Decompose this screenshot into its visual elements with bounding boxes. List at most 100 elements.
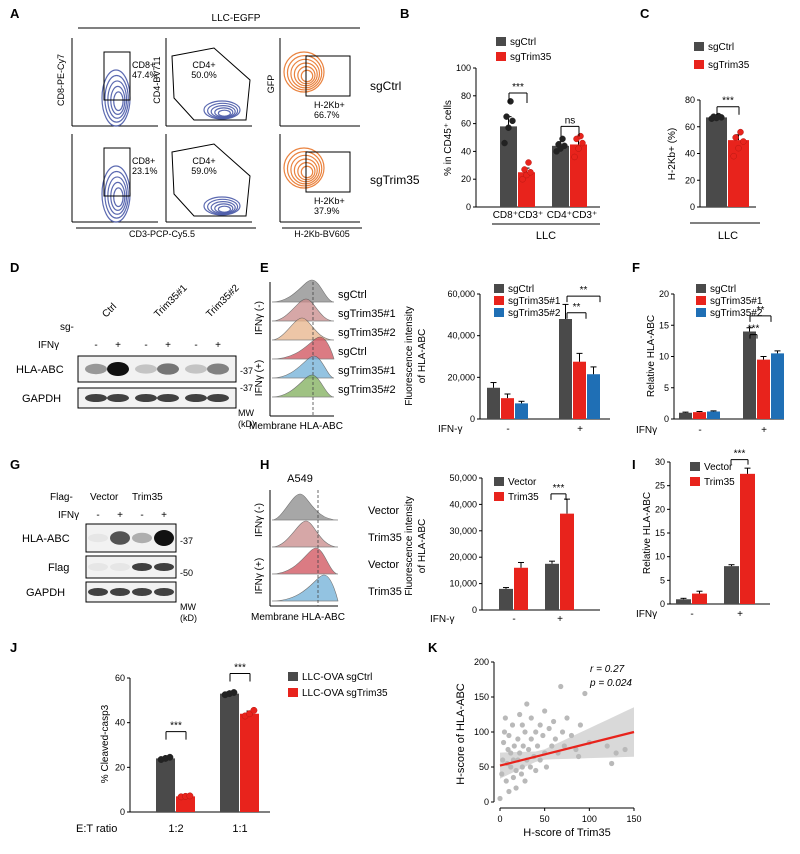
data-point <box>732 134 739 141</box>
contour <box>286 151 323 187</box>
panel-letter: B <box>400 6 409 21</box>
sg-label: sg- <box>60 322 74 333</box>
data-point <box>534 743 541 749</box>
bar <box>560 513 574 610</box>
band <box>135 394 157 402</box>
y-tick-label: 60 <box>461 119 471 129</box>
contour <box>207 198 239 215</box>
side-label: IFNγ (-) <box>254 301 265 335</box>
y-tick-label: 10 <box>655 552 665 562</box>
y-tick-label: 0 <box>484 797 489 807</box>
pm-label: + <box>165 340 171 351</box>
confidence-band <box>500 707 634 779</box>
x-tick-label: 1:1 <box>232 823 247 835</box>
legend-label: sgTrim35#2 <box>508 308 561 319</box>
bar <box>693 412 706 419</box>
x-tick-label: + <box>761 425 767 436</box>
data-point <box>508 750 514 756</box>
data-point <box>499 771 505 777</box>
data-point <box>558 683 564 690</box>
x-tick-label: - <box>506 424 509 435</box>
gate-polygon <box>171 143 251 217</box>
blot-frame <box>85 555 177 579</box>
histogram <box>271 279 335 303</box>
band <box>157 394 179 402</box>
contour <box>214 107 234 118</box>
contour <box>203 100 241 120</box>
data-point <box>186 792 194 800</box>
x-tick-label: 50 <box>540 814 550 824</box>
y-axis-label: Fluorescence intensity <box>404 496 415 596</box>
legend-label: sgCtrl <box>708 42 734 53</box>
gate-name: CD4+ <box>192 60 215 70</box>
legend-swatch <box>288 672 298 681</box>
flow-plot: H-2Kb+37.9% <box>279 134 360 223</box>
side-label: IFNγ (+) <box>254 558 265 594</box>
data-point <box>166 753 174 761</box>
band <box>107 394 129 402</box>
legend-swatch <box>496 37 506 46</box>
chart-I: 0 5 10 15 20 25 30 *** IFNγ - + Relative HLA-ABC <box>636 449 770 620</box>
legend-label: LLC-OVA sgTrim35 <box>302 688 388 699</box>
band-label: GAPDH <box>26 587 65 599</box>
histogram <box>271 520 339 548</box>
gate-box <box>305 55 351 97</box>
western-G: Flag- Vector Trim35 IFNγ - + - + HLA-ABC Flag GAPD… <box>22 492 197 623</box>
y-axis-label: of HLA-ABC <box>417 329 428 383</box>
bar <box>771 353 784 419</box>
data-point <box>740 138 747 145</box>
pm-label: + <box>115 340 121 351</box>
data-point <box>528 715 534 721</box>
sig-label: *** <box>234 663 246 674</box>
bar <box>240 713 259 812</box>
contour <box>300 165 314 179</box>
contour <box>203 196 241 216</box>
y-tick-label: 60 <box>685 122 695 132</box>
row-label: sgTrim35 <box>370 173 420 187</box>
data-point <box>517 711 523 718</box>
band <box>88 563 108 571</box>
mw-unit: (kD) <box>238 419 255 429</box>
legend-swatch <box>690 477 700 486</box>
histogram <box>271 336 335 360</box>
data-point <box>506 732 512 739</box>
side-label: IFNγ (+) <box>254 360 265 396</box>
contour <box>217 109 231 117</box>
panel-letter: E <box>260 260 269 275</box>
data-point <box>579 139 586 147</box>
band <box>207 394 229 402</box>
contour <box>113 91 124 112</box>
hist-label: Trim35 <box>368 532 402 544</box>
chart-C: 0 20 40 60 80 *** LLC H-2Kb+ (%) <box>667 95 760 242</box>
data-point <box>559 135 566 143</box>
gate-name: H-2Kb+ <box>314 196 345 206</box>
legend-label: sgCtrl <box>710 284 736 295</box>
bottom-label: LLC <box>536 230 556 242</box>
legend-swatch <box>288 688 298 697</box>
fit-line <box>499 730 635 767</box>
y-tick-label: 200 <box>474 657 489 667</box>
gate-value: 66.7% <box>314 110 340 120</box>
sig-label: *** <box>748 324 760 335</box>
sig-label: *** <box>734 449 746 460</box>
y-tick-label: 0 <box>466 202 471 212</box>
scatter-K: 0 50 100 150 200 0 50 100 150 r = 0.27 p = 0.024 H-… <box>455 657 642 839</box>
flow-plot: CD4+59.0% <box>165 134 252 223</box>
band <box>107 362 129 376</box>
x-tick-label: 0 <box>497 814 502 824</box>
ifn-label: IFNγ <box>38 340 59 351</box>
y-tick-label: 0 <box>472 605 477 615</box>
y-tick-label: 20 <box>655 504 665 514</box>
y-tick-label: 25 <box>655 481 665 491</box>
y-tick-label: 40 <box>685 149 695 159</box>
band <box>110 588 130 596</box>
histogram <box>271 317 335 341</box>
data-point <box>518 771 525 777</box>
x-tick-label: - <box>698 425 701 436</box>
gate-value: 59.0% <box>191 166 217 176</box>
hist-label: sgTrim35#2 <box>338 327 396 339</box>
data-point <box>613 750 619 756</box>
x-axis-title: E:T ratio <box>76 823 117 835</box>
y-tick-label: 5 <box>660 575 665 585</box>
